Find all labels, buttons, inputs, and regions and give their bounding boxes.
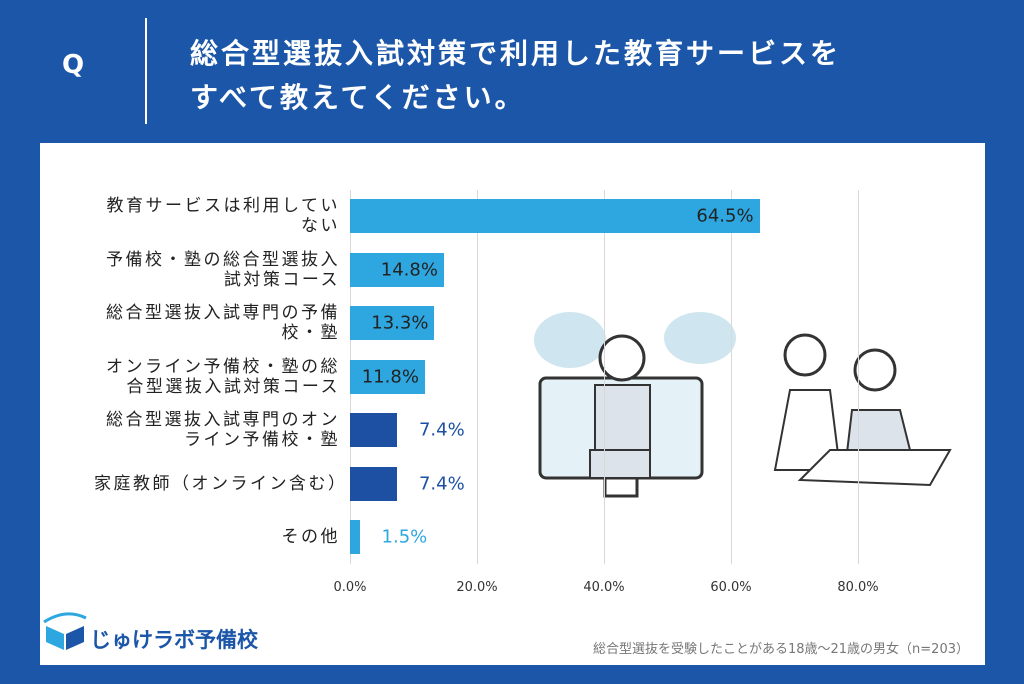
- bar: [350, 199, 760, 233]
- logo-icon: [43, 612, 87, 650]
- category-label: 総合型選抜入試専門のオンライン予備校・塾: [106, 410, 340, 450]
- grid-line: [604, 190, 605, 564]
- value-label: 14.8%: [380, 259, 438, 280]
- bar: [350, 252, 444, 287]
- grid-line: [731, 190, 732, 564]
- value-label: 7.4%: [418, 419, 465, 441]
- q-label: Q: [62, 50, 85, 80]
- bar: [350, 359, 425, 394]
- value-label: 1.5%: [381, 526, 428, 548]
- separator: [145, 18, 147, 124]
- bar: [350, 306, 435, 340]
- note: 総合型選抜を受験したことがある18歳～21歳の男女（n=203）: [592, 642, 969, 657]
- value-label: 13.3%: [371, 312, 429, 334]
- value-label: 7.4%: [418, 473, 465, 494]
- category-label: 予備校・塾の総合型選抜入試対策コース: [106, 249, 340, 290]
- bar: [350, 413, 397, 447]
- category-label: 家庭教師（オンライン含む）: [94, 473, 348, 494]
- grid-line: [858, 190, 859, 564]
- value-label: 11.8%: [361, 366, 419, 387]
- category-label: 教育サービスは利用していない: [106, 196, 340, 236]
- x-tick-label: 20.0%: [456, 580, 498, 595]
- bar: [350, 520, 360, 554]
- bar: [350, 466, 397, 501]
- question: 総合型選抜入試対策で利用した教育サービスをすべて教えてください。: [190, 37, 842, 114]
- x-tick-label: 0.0%: [333, 580, 367, 595]
- x-tick-label: 40.0%: [583, 580, 625, 595]
- category-label: 総合型選抜入試専門の予備校・塾: [106, 303, 340, 343]
- category-label: その他: [281, 527, 340, 547]
- x-tick-label: 80.0%: [837, 580, 879, 595]
- x-tick-label: 60.0%: [710, 580, 752, 595]
- grid-line: [477, 190, 478, 564]
- value-label: 64.5%: [696, 205, 754, 227]
- logo: じゅけラボ予備校: [90, 628, 258, 652]
- category-label: オンライン予備校・塾の総合型選抜入試対策コース: [106, 356, 340, 397]
- illustration: [534, 312, 952, 498]
